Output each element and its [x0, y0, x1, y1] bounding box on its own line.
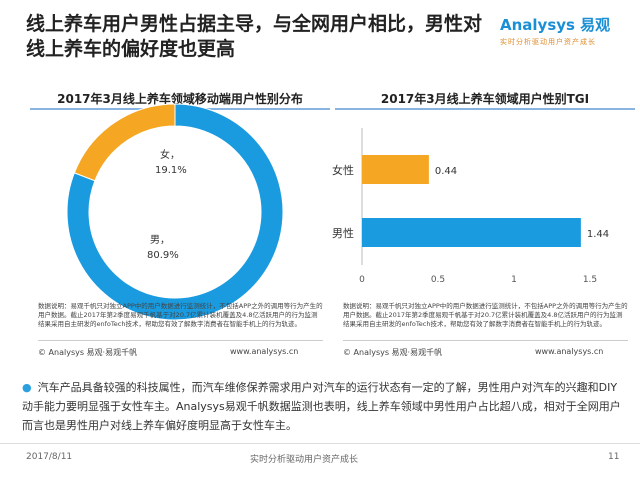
- slide-title: 线上养车用户男性占据主导，与全网用户相比，男性对线上养车的偏好度也更高: [26, 13, 483, 60]
- url-right: www.analysys.cn: [535, 347, 604, 356]
- bar-chart-title: 2017年3月线上养车领域用户性别TGI: [380, 92, 590, 106]
- footer-slogan: 实时分析驱动用户资产成长: [250, 455, 359, 465]
- footer-divider: [0, 443, 640, 444]
- divider: [38, 340, 323, 341]
- data-label: 0.44: [435, 166, 457, 177]
- slice-label-male: 男，: [150, 234, 170, 246]
- x-tick-label: 1.5: [583, 275, 597, 285]
- bar-女性: [362, 155, 429, 184]
- donut-chart-title: 2017年3月线上养车领域移动端用户性别分布: [57, 92, 303, 106]
- analysys-logo: Analysys 易观 实时分析驱动用户资产成长: [500, 16, 611, 46]
- slice-value-male: 80.9%: [147, 250, 179, 261]
- donut-slice-male: [66, 103, 284, 321]
- category-label: 女性: [332, 163, 354, 177]
- divider: [335, 108, 635, 110]
- url-left: www.analysys.cn: [230, 347, 299, 356]
- summary-bullet: ● 汽车产品具备较强的科技属性，而汽车维修保养需求用户对汽车的运行状态有一定的了解…: [22, 381, 621, 432]
- page-number: 11: [608, 452, 620, 462]
- data-note-right: 数据说明：易观千帆只对独立APP中的用户数据进行监测统计，不包括APP之外的调用…: [343, 302, 628, 328]
- bar-男性: [362, 218, 581, 247]
- data-label: 1.44: [587, 229, 609, 240]
- slice-label-female: 女，: [160, 148, 180, 161]
- source-right: © Analysys 易观·易观千帆: [343, 348, 443, 357]
- x-tick-label: 0: [359, 275, 365, 285]
- x-tick-label: 1: [511, 275, 517, 285]
- slice-value-female: 19.1%: [155, 165, 187, 176]
- category-label: 男性: [332, 226, 354, 240]
- source-left: © Analysys 易观·易观千帆: [38, 348, 138, 357]
- footer-date: 2017/8/11: [26, 452, 73, 462]
- divider: [343, 340, 628, 341]
- data-note-left: 数据说明：易观千帆只对独立APP中的用户数据进行监测统计，不包括APP之外的调用…: [38, 302, 323, 328]
- x-tick-label: 0.5: [431, 275, 445, 285]
